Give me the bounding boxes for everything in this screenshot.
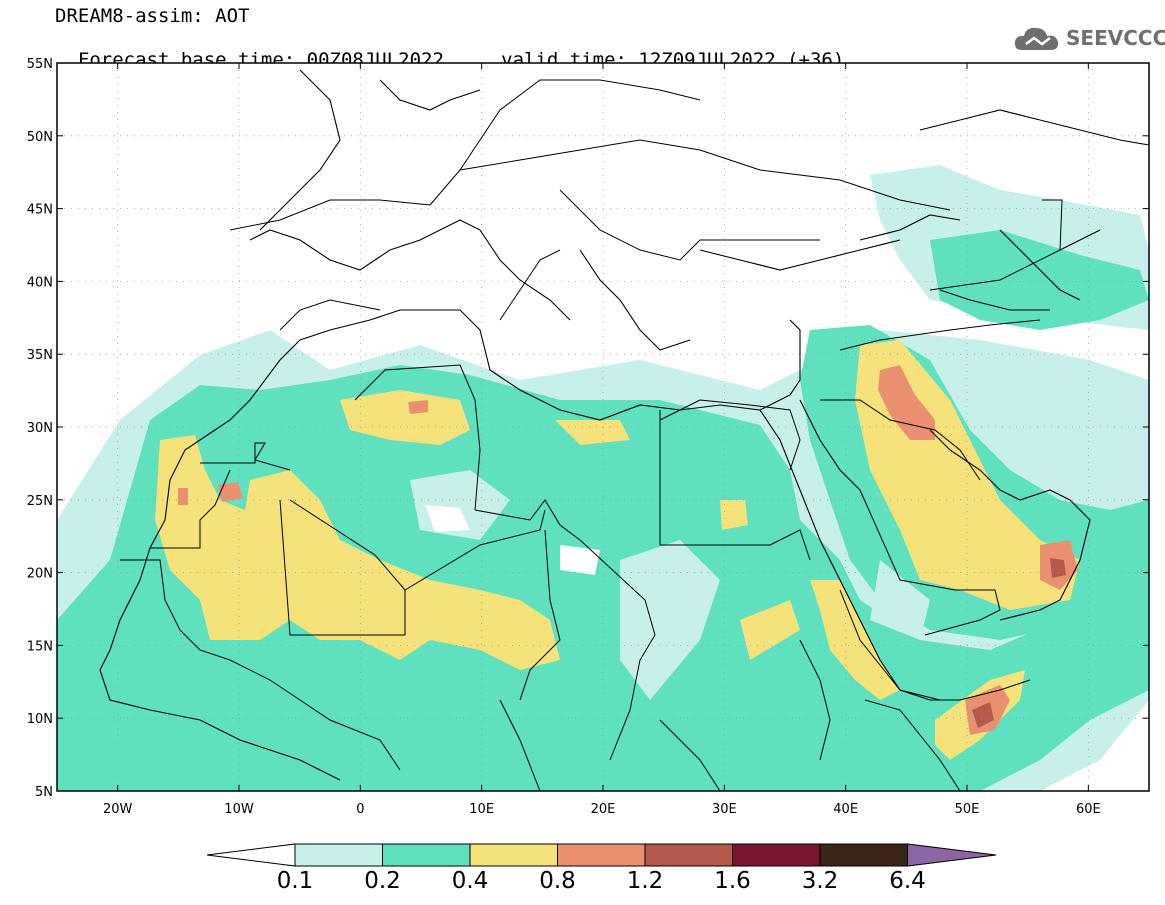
colorbar-swatch	[294, 843, 383, 867]
lat-tick-label: 5N	[35, 785, 53, 800]
lat-tick-label: 25N	[27, 494, 53, 509]
colorbar-under-arrow	[206, 843, 296, 867]
colorbar-label: 3.2	[801, 868, 839, 894]
colorbar-over-arrow	[907, 843, 997, 867]
coastlines	[99, 69, 1149, 781]
colorbar-label: 1.2	[626, 868, 664, 894]
cloud-icon	[1014, 27, 1059, 50]
colorbar-swatch	[382, 843, 471, 867]
colorbar-swatch	[557, 843, 646, 867]
lon-tick-label: 60E	[1076, 802, 1101, 817]
lon-tick-label: 0	[356, 802, 364, 817]
lon-tick-label: 10E	[469, 802, 494, 817]
aot-field	[57, 63, 1149, 791]
lat-tick-label: 45N	[27, 203, 53, 218]
lon-tick-label: 30E	[712, 802, 737, 817]
lat-tick-label: 55N	[27, 57, 53, 72]
colorbar-label: 1.6	[714, 868, 751, 894]
aot-clear	[425, 505, 600, 575]
colorbar-label: 0.2	[364, 868, 401, 894]
longitude-axis: 20W 10W 0 10E 20E 30E 40E 50E 60E	[103, 63, 1101, 817]
map-title: DREAM8-assim: AOT	[55, 5, 250, 27]
latitude-axis: 55N 50N 45N 40N 35N 30N 25N 20N 15N 10N 5N	[27, 57, 1149, 800]
colorbar-swatch	[469, 843, 558, 867]
colorbar-label: 0.8	[539, 868, 576, 894]
logo-text: SEEVCCC	[1066, 26, 1165, 50]
lon-tick-label: 20E	[591, 802, 616, 817]
lon-tick-label: 40E	[833, 802, 858, 817]
lon-tick-label: 10W	[224, 802, 254, 817]
colorbar-swatch	[819, 843, 908, 867]
lat-tick-label: 20N	[27, 567, 53, 582]
lat-tick-label: 30N	[27, 421, 53, 436]
colorbar-swatch	[644, 843, 733, 867]
aot-colorbar	[206, 843, 997, 867]
lat-tick-label: 15N	[27, 639, 53, 654]
lon-tick-label: 20W	[103, 802, 133, 817]
lat-tick-label: 35N	[27, 348, 53, 363]
country-borders	[120, 79, 1101, 791]
lon-tick-label: 50E	[955, 802, 980, 817]
colorbar-label: 0.1	[276, 868, 314, 894]
lat-tick-label: 10N	[27, 712, 53, 727]
aot-contour-1.2	[972, 558, 1066, 728]
colorbar-swatch	[732, 843, 821, 867]
colorbar-label: 0.4	[451, 868, 489, 894]
lat-tick-label: 40N	[27, 275, 53, 290]
map-gridlines	[57, 63, 1149, 791]
colorbar-label: 6.4	[889, 868, 926, 894]
lat-tick-label: 50N	[27, 130, 53, 145]
seevccc-logo: SEEVCCC	[1012, 22, 1165, 56]
